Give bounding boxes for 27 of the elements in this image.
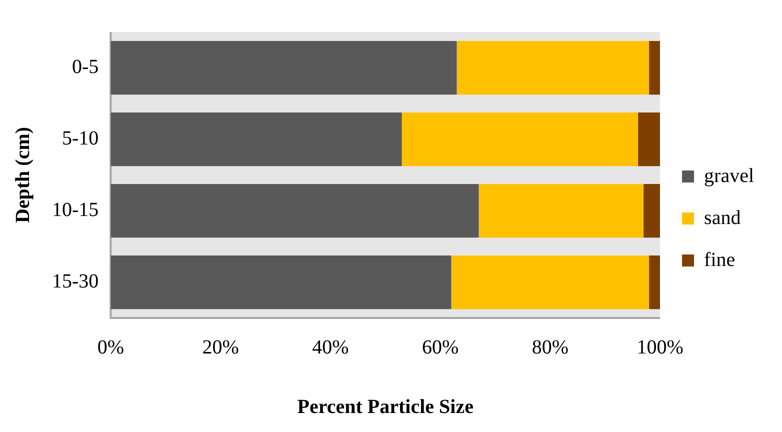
bar — [649, 40, 660, 95]
bar — [649, 255, 660, 310]
legend-label: sand — [704, 206, 741, 229]
bar — [478, 184, 644, 238]
bar — [110, 255, 452, 310]
bar — [638, 112, 660, 166]
x-axis-title: Percent Particle Size — [297, 396, 474, 418]
bar — [110, 184, 479, 238]
x-tick-label: 80% — [532, 336, 568, 358]
legend-label: fine — [704, 248, 736, 271]
bar — [110, 112, 402, 166]
bar — [110, 40, 457, 95]
x-tick-label: 40% — [312, 336, 349, 358]
bar — [402, 112, 638, 166]
x-tick-label: 100% — [636, 336, 684, 358]
y-axis-title: Depth (cm) — [12, 126, 34, 224]
legend-label: gravel — [704, 164, 754, 187]
x-tick-label: 20% — [202, 336, 239, 358]
y-tick-label: 5-10 — [62, 128, 99, 150]
bar — [451, 255, 650, 310]
bar — [644, 184, 660, 238]
y-tick-label: 15-30 — [52, 270, 99, 292]
x-tick-label: 0% — [97, 336, 124, 358]
bar — [456, 40, 650, 95]
x-tick-label: 60% — [422, 336, 459, 358]
y-tick-label: 10-15 — [52, 199, 99, 221]
y-tick-label: 0-5 — [72, 56, 99, 78]
